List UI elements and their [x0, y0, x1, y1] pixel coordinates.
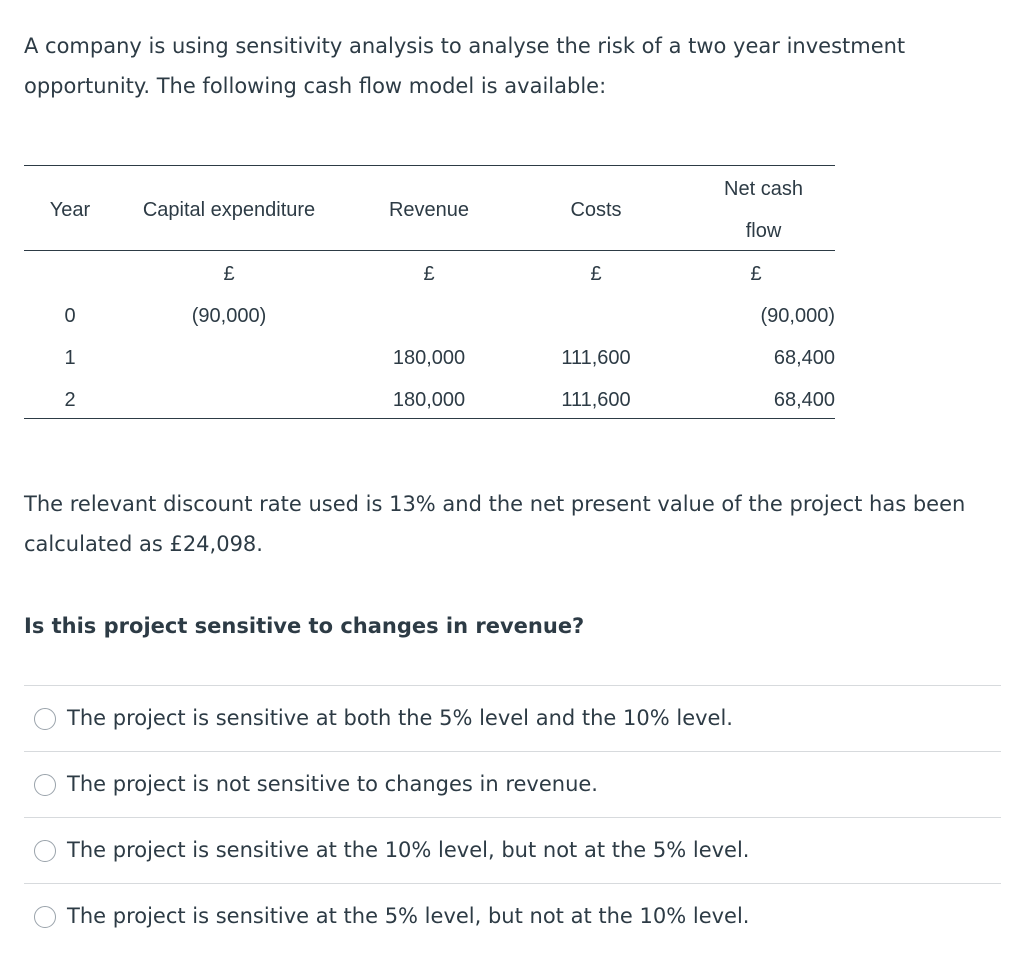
unit-revenue: £: [423, 263, 435, 285]
answer-label[interactable]: The project is not sensitive to changes …: [67, 772, 598, 796]
unit-costs: £: [590, 263, 602, 285]
cell-revenue: 180,000: [392, 389, 466, 411]
header-net-cash-flow-line1: Net cash: [724, 178, 803, 200]
answer-option-2[interactable]: The project is not sensitive to changes …: [24, 751, 1001, 817]
answer-label[interactable]: The project is sensitive at the 5% level…: [67, 904, 750, 928]
cell-capex: (90,000): [191, 305, 267, 327]
cell-net-cash-flow: 68,400: [773, 389, 835, 411]
cell-costs: 111,600: [561, 347, 631, 369]
header-net-cash-flow-line2: flow: [745, 220, 782, 242]
radio-button[interactable]: [34, 906, 56, 928]
question-prompt: Is this project sensitive to changes in …: [24, 614, 585, 638]
cell-year: 1: [64, 347, 76, 369]
header-costs: Costs: [570, 199, 622, 221]
table-top-rule: [24, 165, 835, 166]
radio-button[interactable]: [34, 774, 56, 796]
cell-net-cash-flow: 68,400: [773, 347, 835, 369]
table-header-rule: [24, 250, 835, 251]
npv-statement: The relevant discount rate used is 13% a…: [24, 492, 966, 556]
answer-list: The project is sensitive at both the 5% …: [24, 685, 1001, 949]
unit-net: £: [750, 263, 762, 285]
answer-label[interactable]: The project is sensitive at the 10% leve…: [67, 838, 750, 862]
cell-net-cash-flow: (90,000): [760, 305, 836, 327]
cell-year: 2: [64, 389, 76, 411]
radio-button[interactable]: [34, 840, 56, 862]
header-capital-expenditure: Capital expenditure: [142, 199, 316, 221]
radio-button[interactable]: [34, 708, 56, 730]
answer-option-1[interactable]: The project is sensitive at both the 5% …: [24, 685, 1001, 751]
header-revenue: Revenue: [388, 199, 470, 221]
question-intro: A company is using sensitivity analysis …: [24, 34, 906, 98]
table-bottom-rule: [24, 418, 835, 419]
unit-capex: £: [223, 263, 235, 285]
cell-year: 0: [64, 305, 76, 327]
cell-costs: 111,600: [561, 389, 631, 411]
answer-option-4[interactable]: The project is sensitive at the 5% level…: [24, 883, 1001, 949]
answer-option-3[interactable]: The project is sensitive at the 10% leve…: [24, 817, 1001, 883]
header-year: Year: [49, 199, 91, 221]
answer-label[interactable]: The project is sensitive at both the 5% …: [67, 706, 733, 730]
cell-revenue: 180,000: [392, 347, 466, 369]
